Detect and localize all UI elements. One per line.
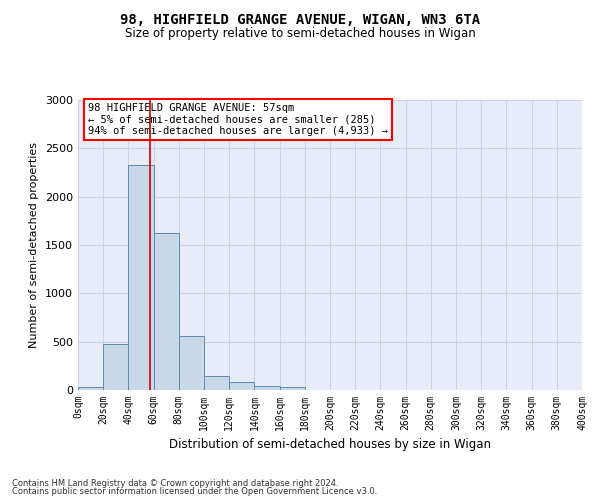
Text: Contains HM Land Registry data © Crown copyright and database right 2024.: Contains HM Land Registry data © Crown c…: [12, 478, 338, 488]
Bar: [179, 336, 204, 390]
Text: Contains public sector information licensed under the Open Government Licence v3: Contains public sector information licen…: [12, 487, 377, 496]
Y-axis label: Number of semi-detached properties: Number of semi-detached properties: [29, 142, 40, 348]
Text: 98 HIGHFIELD GRANGE AVENUE: 57sqm
← 5% of semi-detached houses are smaller (285): 98 HIGHFIELD GRANGE AVENUE: 57sqm ← 5% o…: [88, 103, 388, 136]
Bar: [103, 344, 128, 390]
Bar: [280, 387, 305, 390]
Bar: [204, 376, 229, 390]
Text: 98, HIGHFIELD GRANGE AVENUE, WIGAN, WN3 6TA: 98, HIGHFIELD GRANGE AVENUE, WIGAN, WN3 …: [120, 12, 480, 26]
X-axis label: Distribution of semi-detached houses by size in Wigan: Distribution of semi-detached houses by …: [169, 438, 491, 452]
Bar: [229, 382, 254, 390]
Bar: [128, 165, 154, 390]
Bar: [254, 386, 280, 390]
Bar: [78, 387, 103, 390]
Text: Size of property relative to semi-detached houses in Wigan: Size of property relative to semi-detach…: [125, 28, 475, 40]
Bar: [154, 234, 179, 390]
